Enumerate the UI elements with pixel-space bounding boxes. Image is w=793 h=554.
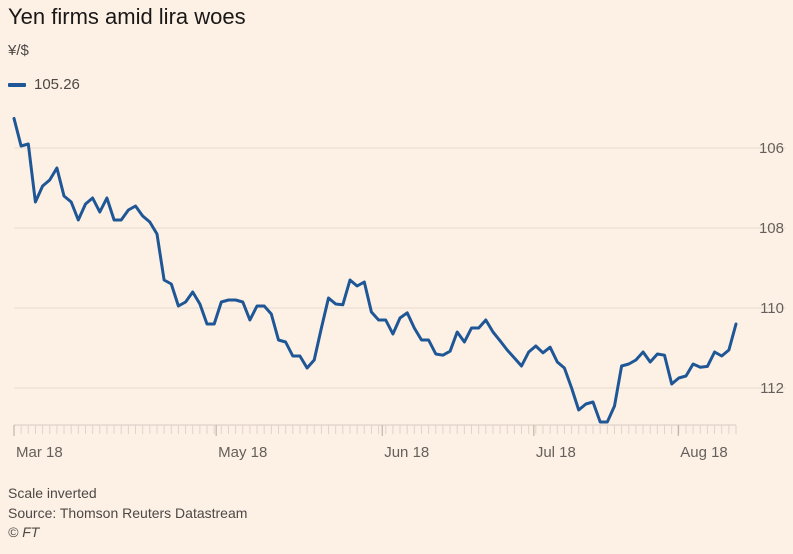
series-line-0 (12, 116, 738, 424)
x-tick-labels: Mar 18 May 18 Jun 18 Jul 18 Aug 18 (16, 444, 728, 461)
y-tick-label-110: 110 (760, 300, 784, 317)
chart-footer: Scale inverted Source: Thomson Reuters D… (8, 484, 247, 543)
copyright: © FT (8, 524, 40, 540)
scale-note: Scale inverted (8, 485, 97, 501)
y-tick-label-112: 112 (760, 380, 784, 397)
y-unit-label: ¥/$ (8, 42, 29, 59)
legend: 105.26 (8, 76, 80, 93)
y-tick-label-106: 106 (759, 140, 784, 157)
x-tick-label-3: Jul 18 (536, 444, 576, 461)
series (12, 116, 738, 424)
gridlines (14, 147, 786, 389)
chart-title: Yen firms amid lira woes (8, 4, 246, 29)
x-tick-label-4: Aug 18 (680, 444, 728, 461)
legend-label: 105.26 (34, 76, 80, 93)
y-tick-label-108: 108 (759, 220, 784, 237)
x-axis (13, 424, 737, 436)
legend-swatch (8, 82, 26, 87)
x-tick-label-1: May 18 (218, 444, 267, 461)
x-tick-label-0: Mar 18 (16, 444, 63, 461)
x-tick-label-2: Jun 18 (384, 444, 429, 461)
source-note: Source: Thomson Reuters Datastream (8, 504, 248, 521)
y-tick-labels: 106 108 110 112 (759, 140, 784, 397)
